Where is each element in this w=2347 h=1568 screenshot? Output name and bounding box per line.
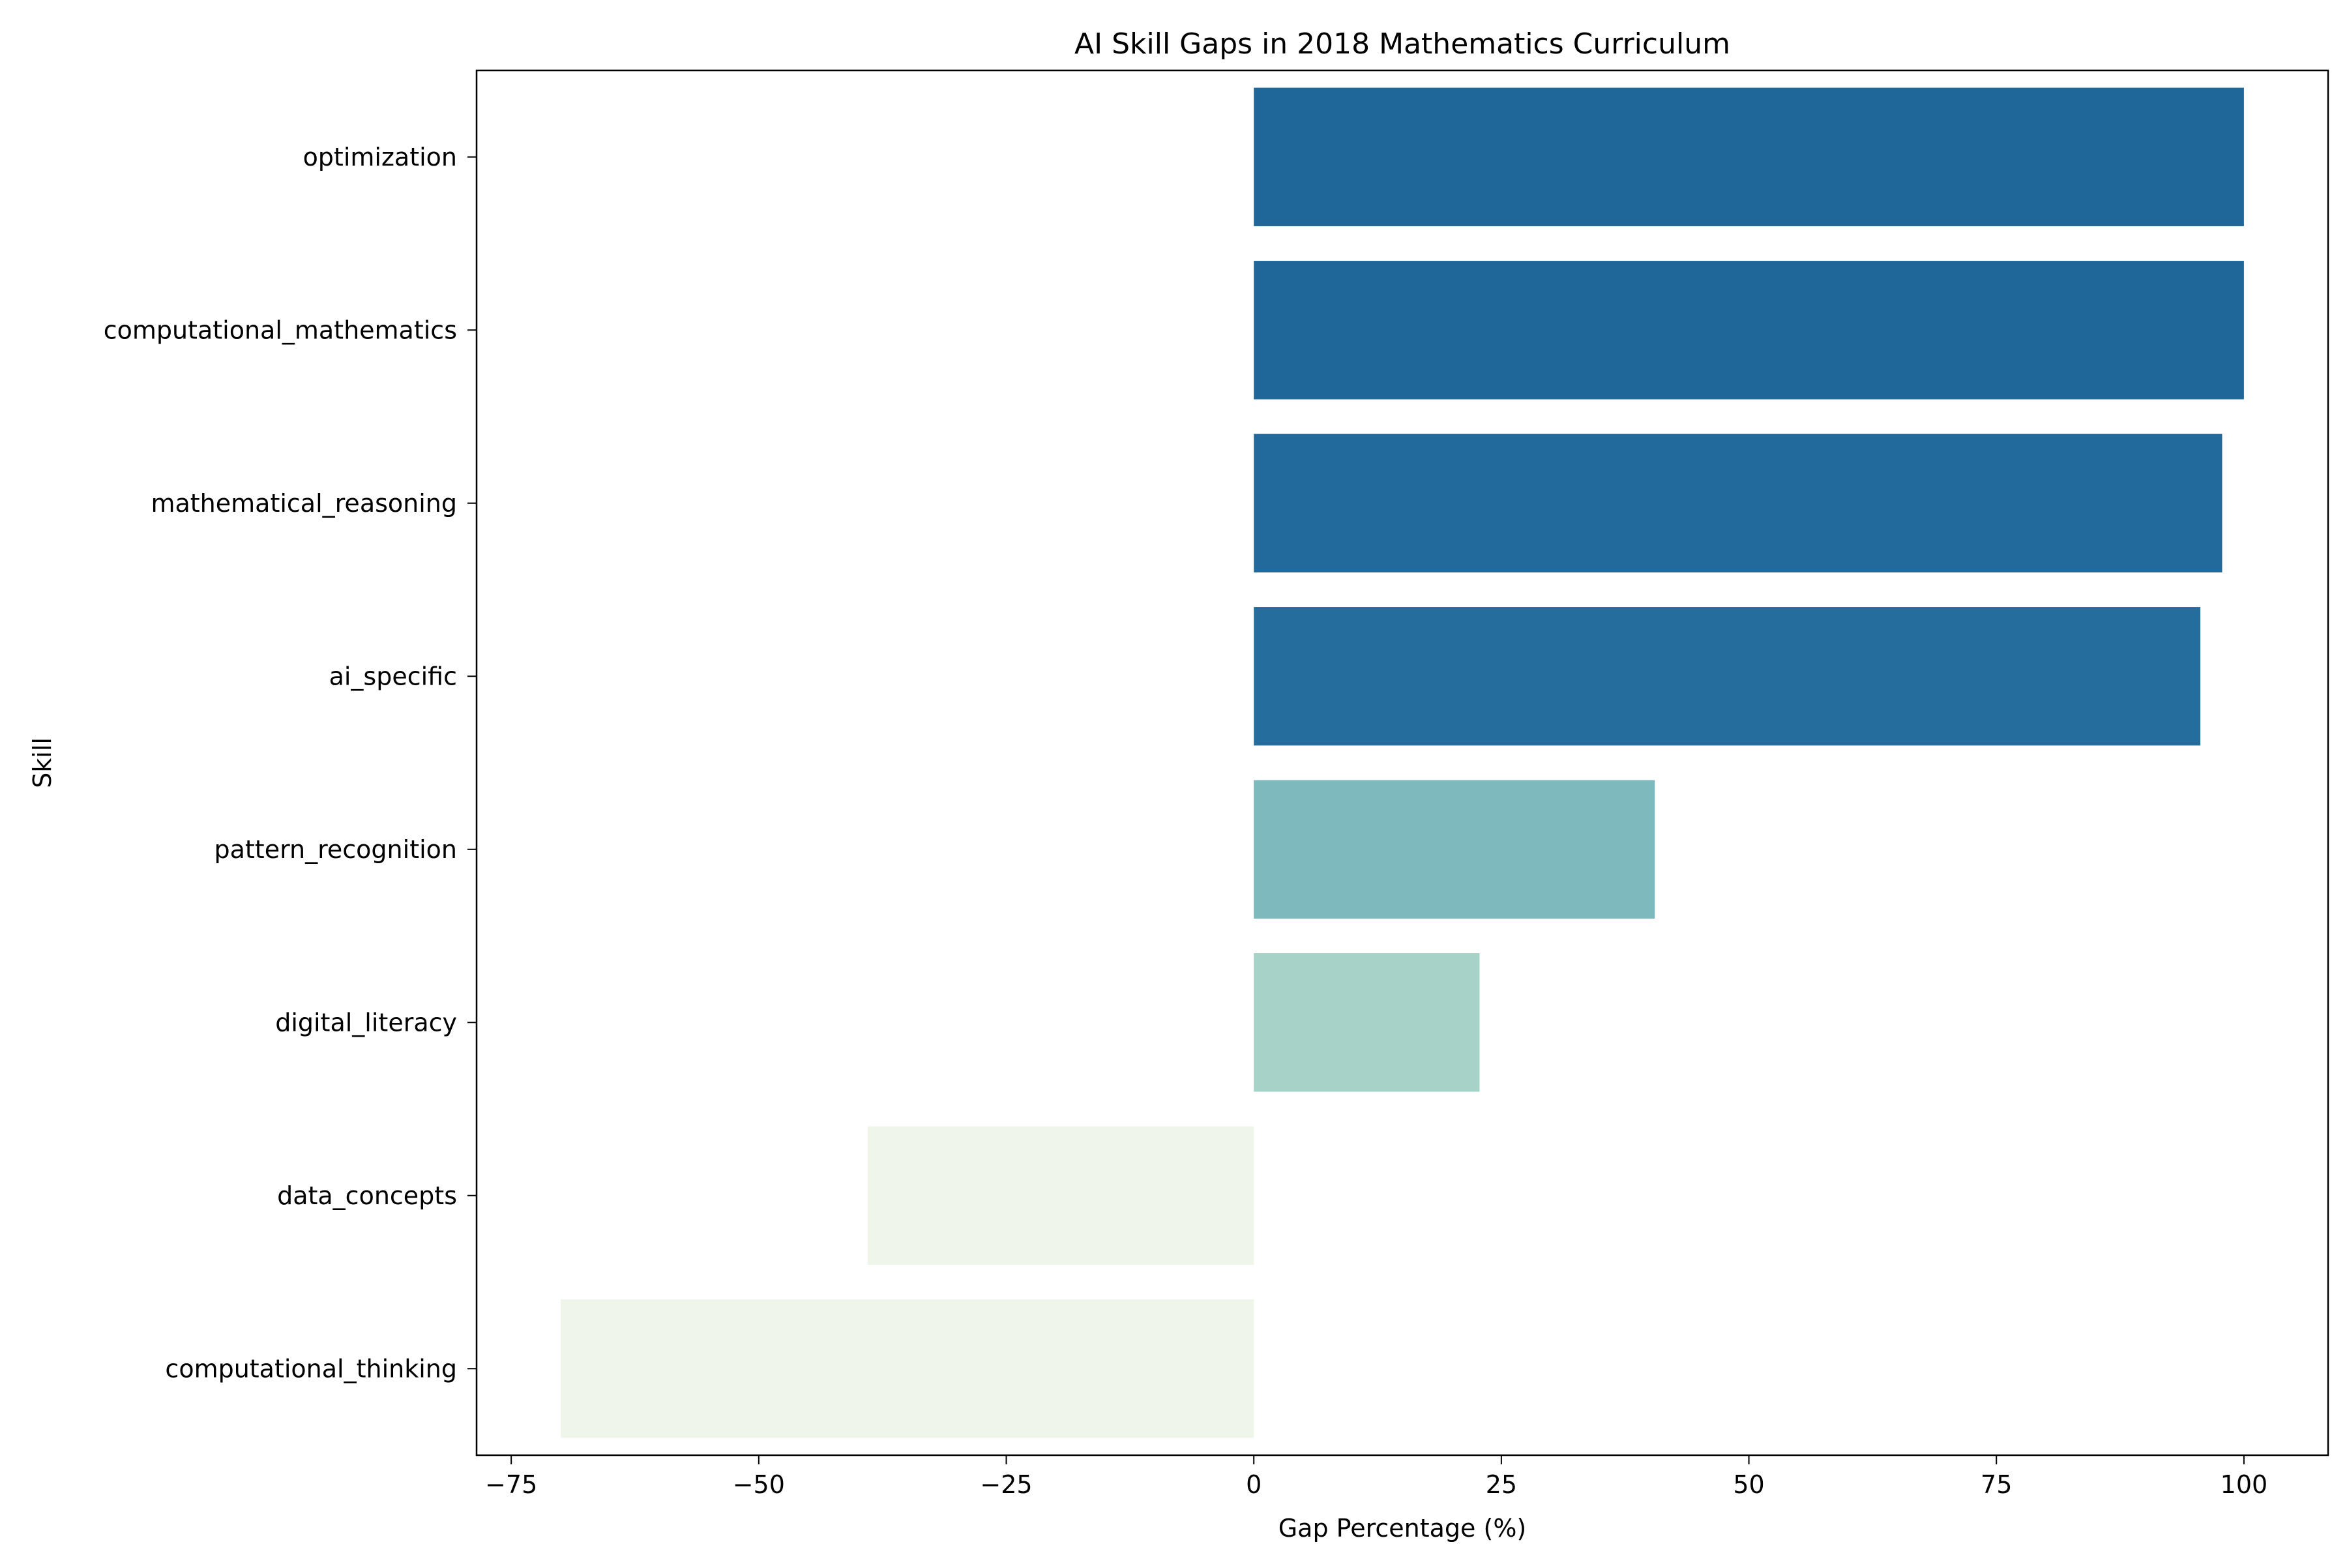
bar-optimization <box>1254 87 2244 226</box>
y-tick-label: ai_specific <box>329 662 457 690</box>
y-tick-label: optimization <box>303 143 457 171</box>
bar-mathematical_reasoning <box>1254 434 2222 572</box>
y-tick-label: mathematical_reasoning <box>151 489 457 518</box>
plot-area-frame <box>475 69 2329 1457</box>
bar-ai_specific <box>1254 607 2201 746</box>
bar-data_concepts <box>867 1126 1254 1265</box>
chart-title: AI Skill Gaps in 2018 Mathematics Curric… <box>1074 27 1730 61</box>
y-axis-label: Skill <box>28 737 57 788</box>
y-tick-label: computational_mathematics <box>104 316 457 344</box>
x-tick-label: 75 <box>1981 1470 2012 1499</box>
y-tick-label: pattern_recognition <box>214 835 458 864</box>
bar-computational_thinking <box>561 1299 1254 1438</box>
x-tick-label: 100 <box>2221 1470 2268 1499</box>
bar-computational_mathematics <box>1254 261 2244 400</box>
x-tick-label: 25 <box>1486 1470 1517 1499</box>
bar-digital_literacy <box>1254 953 1480 1092</box>
bar-pattern_recognition <box>1254 780 1655 919</box>
x-tick-label: −50 <box>733 1470 785 1499</box>
x-tick-label: 0 <box>1246 1470 1262 1499</box>
y-tick-label: computational_thinking <box>165 1354 457 1383</box>
x-axis-label: Gap Percentage (%) <box>1278 1514 1527 1543</box>
x-tick-label: 50 <box>1733 1470 1764 1499</box>
x-tick-label: −25 <box>980 1470 1032 1499</box>
x-tick-label: −75 <box>485 1470 537 1499</box>
y-tick-label: digital_literacy <box>275 1008 457 1037</box>
y-tick-label: data_concepts <box>277 1181 457 1210</box>
